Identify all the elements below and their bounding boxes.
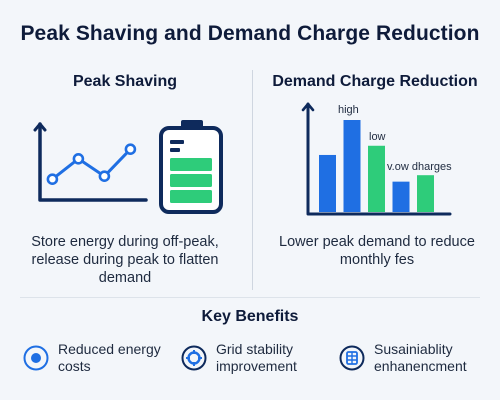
benefit-reduced-costs: Reduced energy costs (22, 338, 168, 378)
label-low: low (369, 131, 386, 143)
demand-bar-2 (368, 145, 385, 212)
benefit-grid-stability: Grid stability improvement (180, 338, 341, 378)
benefit-label: Susainiablity enhanencment (374, 341, 467, 374)
section-divider (20, 297, 480, 298)
demand-bar-1 (343, 120, 361, 212)
page-title: Peak Shaving and Demand Charge Reduction (20, 22, 480, 45)
battery-cell-1 (170, 174, 212, 187)
demand-bar-0 (319, 154, 336, 212)
battery-icon (159, 120, 223, 214)
line-point-2 (98, 170, 111, 183)
sustainability-icon (339, 345, 365, 371)
benefit-label: Grid stability improvement (216, 341, 297, 374)
line-point-1 (72, 152, 85, 165)
line-point-0 (46, 173, 59, 186)
target-icon (23, 345, 49, 371)
line-chart-icon (33, 122, 148, 202)
panel-divider (252, 70, 253, 290)
demand-charge-heading: Demand Charge Reduction (272, 73, 478, 90)
demand-bar-chart: high low v.ow dharges (301, 102, 452, 216)
battery-cell-2 (170, 190, 212, 203)
battery-cell-0 (170, 158, 212, 171)
demand-bar-4 (417, 175, 434, 212)
peak-shaving-description: Store energy during off-peak, release du… (31, 234, 219, 286)
line-point-3 (124, 143, 137, 156)
demand-bar-3 (392, 181, 410, 212)
peak-shaving-heading: Peak Shaving (72, 73, 178, 90)
key-benefits-heading: Key Benefits (201, 308, 299, 325)
benefit-sustainability: Susainiablity enhanencment (338, 338, 484, 378)
label-high: high (338, 104, 359, 116)
peak-shaving-illustration (33, 120, 223, 214)
label-charges: v.ow dharges (387, 161, 452, 173)
demand-charge-description: Lower peak demand to reduce monthly fes (279, 234, 475, 268)
benefit-label: Reduced energy costs (58, 341, 161, 374)
load-profile-line (51, 148, 132, 181)
grid-icon (181, 345, 207, 371)
